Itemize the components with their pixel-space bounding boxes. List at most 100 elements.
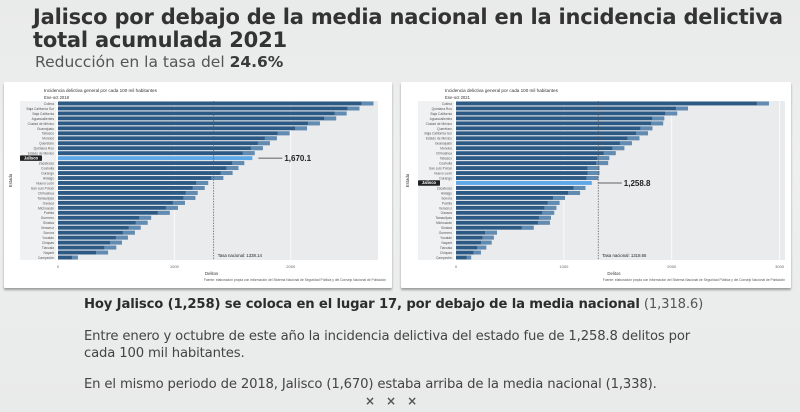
category-label: San Luis Potosí <box>31 186 54 190</box>
bar-tip <box>110 240 122 245</box>
bar-sonora <box>456 195 565 200</box>
bar-ciudad-de-méxico <box>456 121 664 126</box>
category-label: Oaxaca <box>441 211 453 215</box>
bar-coahuila <box>58 166 239 171</box>
bar-michoacán <box>58 205 178 210</box>
bar-coahuila <box>456 161 609 166</box>
category-label: Querétaro <box>437 127 452 131</box>
category-label: Chihuahua <box>38 191 54 195</box>
bar-quintana-roo <box>456 106 688 111</box>
category-label: Estado de México <box>28 152 54 156</box>
bar-hidalgo <box>58 176 224 180</box>
bar-baja-california-sur <box>58 106 360 111</box>
chart-title: Incidencia delictiva general por cada 10… <box>445 88 559 93</box>
bar-durango <box>456 176 599 180</box>
page-title-line1: Jalisco por debajo de la media nacional … <box>33 5 783 29</box>
bar-guanajuato <box>58 126 308 131</box>
bar-aguascalientes <box>456 116 665 121</box>
bar-tip <box>172 200 185 205</box>
bar-aguascalientes <box>58 116 337 121</box>
bar-oaxaca <box>456 210 555 215</box>
bar-baja-california <box>58 111 347 116</box>
category-label: Yucatán <box>440 236 452 240</box>
bar-tip <box>586 176 599 180</box>
category-label: Zacatecas <box>437 186 453 190</box>
bar-tip <box>636 131 649 136</box>
bar-querétaro <box>456 126 653 131</box>
bar-tip <box>257 141 270 146</box>
category-label-highlight: Jalisco <box>422 180 437 185</box>
category-label: Baja California Sur <box>27 107 55 111</box>
category-label: Guanajuato <box>37 127 54 131</box>
x-tick-label: 2000 <box>667 264 677 269</box>
category-label: Puebla <box>44 211 54 215</box>
bar-tlaxcala <box>456 245 487 250</box>
category-label: Coahuila <box>439 162 452 166</box>
bar-tip <box>473 250 481 255</box>
bar-tip <box>651 121 664 126</box>
highlight-label-box <box>20 155 42 161</box>
category-label: Estado de México <box>426 137 452 141</box>
category-label: Chiapas <box>42 241 54 245</box>
bar-tip <box>756 101 769 106</box>
annotation-value: 1,670.1 <box>284 154 311 163</box>
annotation-value: 1,258.8 <box>624 179 651 188</box>
x-tick-label: 1000 <box>170 264 180 269</box>
category-label: Hidalgo <box>43 176 54 180</box>
bar-yucatán <box>58 235 128 240</box>
bar-tip <box>295 126 308 131</box>
bar-tip <box>135 220 148 225</box>
category-label: Ciudad de México <box>28 122 55 126</box>
bar-tip <box>612 146 625 151</box>
bar-hidalgo <box>456 190 581 195</box>
bar-chihuahua <box>456 151 616 156</box>
category-label: Tlaxcala <box>42 246 54 250</box>
bar-oaxaca <box>58 200 185 205</box>
category-label: Chihuahua <box>436 152 452 156</box>
bar-tip <box>115 235 128 240</box>
highlight-label-box <box>418 180 440 186</box>
bar-tamaulipas <box>58 195 196 200</box>
y-axis-label: Estado <box>405 173 410 187</box>
bar-michoacán <box>456 220 550 225</box>
bar-tip <box>226 166 239 171</box>
x-axis-label: Delitos <box>607 271 620 276</box>
category-label: Michoacán <box>436 221 452 225</box>
bar-tip <box>220 171 233 175</box>
category-label: Morelos <box>440 147 452 151</box>
category-label: Guanajuato <box>435 142 452 146</box>
bar-san-luis-potosí <box>58 186 205 190</box>
x-axis-label: Delitos <box>205 271 218 276</box>
bar-tip <box>264 136 277 141</box>
bar-querétaro <box>58 141 270 146</box>
bar-baja-california <box>456 111 678 116</box>
bar-tip <box>347 106 360 111</box>
category-label: Nayarit <box>44 251 55 255</box>
subtitle-value: 24.6% <box>229 53 284 71</box>
chart-source: Fuente: elaboración propia con informaci… <box>603 278 785 282</box>
category-label: Nuevo León <box>434 171 452 175</box>
chart-2018: Incidencia delictiva general por cada 10… <box>4 82 392 288</box>
bar-chiapas <box>58 240 122 245</box>
category-label: Aguascalientes <box>32 117 55 121</box>
bar-quintana-roo <box>58 146 263 151</box>
category-label: Baja California <box>33 112 55 116</box>
bar-tip <box>587 171 600 175</box>
bar-tip <box>619 141 632 146</box>
category-label: Oaxaca <box>43 201 55 205</box>
subtitle-text: Reducción en la tasa del <box>35 53 230 71</box>
chart-2021: Incidencia delictiva general por cada 10… <box>401 82 791 288</box>
bar-guanajuato <box>456 141 632 146</box>
bar-tip <box>165 205 178 210</box>
bar-zacatecas <box>456 186 586 190</box>
bar-tamaulipas <box>456 215 551 220</box>
bar-tip <box>361 101 374 106</box>
bar-yucatán <box>456 235 494 240</box>
national-average-label: Tasa nacional: 1338.14 <box>218 253 263 258</box>
x-tick-label: 0 <box>57 264 60 269</box>
category-label: Yucatán <box>42 236 54 240</box>
bar-tip <box>587 166 600 171</box>
category-label: Durango <box>41 171 54 175</box>
bar-tip <box>603 151 616 156</box>
bar-nayarit <box>456 240 492 245</box>
